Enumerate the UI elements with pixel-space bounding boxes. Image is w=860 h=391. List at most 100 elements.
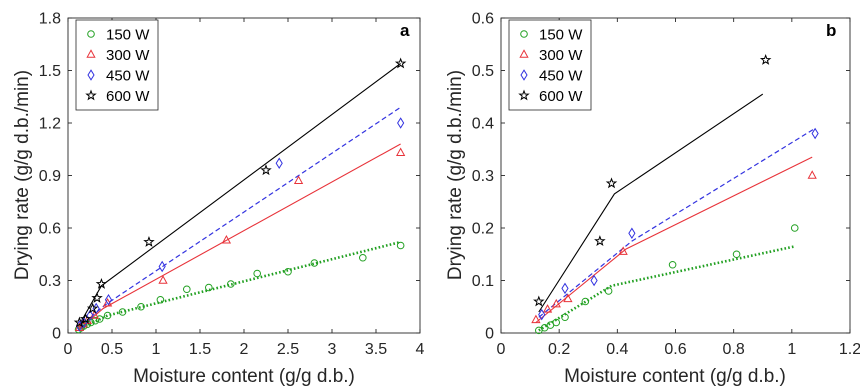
data-point-450w [811, 127, 819, 140]
data-point-150w [156, 295, 165, 304]
legend-marker [86, 49, 96, 58]
data-point-150w [227, 280, 235, 288]
data-point-300w [807, 170, 817, 179]
legend-marker [518, 89, 530, 101]
series-line-450w [78, 106, 401, 329]
data-point-300w [158, 275, 168, 284]
y-axis-title-b: Drying rate (g/g d.b./min) [445, 70, 466, 280]
y-tick-label: 1.2 [39, 116, 61, 133]
legend-label: 300 W [106, 47, 150, 64]
data-point-150w [95, 315, 104, 323]
y-tick-label: 0.9 [39, 168, 61, 185]
data-point-150w [668, 260, 677, 269]
y-axis-title-a: Drying rate (g/g d.b./min) [12, 70, 33, 280]
data-point-450w [275, 157, 283, 169]
legend-label: 600 W [106, 88, 150, 105]
legend-label: 150 W [539, 27, 583, 44]
data-point-600w [533, 295, 545, 307]
x-tick-label: 0.2 [548, 341, 570, 358]
legend-marker [85, 89, 97, 101]
data-point-300w [563, 293, 573, 303]
data-point-300w [531, 314, 541, 324]
data-point-150w [137, 302, 145, 311]
legend-label: 300 W [539, 47, 583, 64]
data-point-600w [95, 277, 108, 289]
data-point-150w [561, 313, 569, 322]
data-point-300w [221, 235, 232, 244]
legend-label: 450 W [106, 68, 150, 85]
panel-letter: b [826, 21, 836, 40]
data-point-600w [143, 235, 155, 247]
data-point-300w [542, 304, 553, 313]
legend-label: 600 W [539, 88, 583, 105]
data-point-150w [359, 253, 367, 262]
legend-box [508, 19, 592, 111]
x-tick-label: 2 [240, 341, 249, 358]
data-point-600w [605, 177, 618, 189]
x-axis-title-a: Moisture content (g/g d.b.) [133, 366, 355, 387]
data-point-450w [397, 117, 405, 129]
data-point-600w [759, 53, 772, 65]
y-tick-label: 1.5 [39, 63, 61, 80]
legend-marker [87, 30, 95, 38]
x-tick-label: 0.8 [723, 341, 745, 358]
data-point-600w [79, 312, 92, 324]
data-point-300w [293, 175, 304, 185]
panel-a: 0 0.5 1 1.5 2 2.5 3 3.5 4 0 0.3 0.6 0.9 1.2 1.5 1.8 150 … [39, 11, 425, 359]
x-tick-label: 0.4 [606, 341, 628, 358]
y-tick-label: 0 [52, 326, 61, 343]
x-tick-label: 0.6 [664, 341, 686, 358]
y-tick-label: 0.6 [39, 221, 61, 238]
data-point-600w [394, 57, 407, 69]
legend-box [75, 19, 159, 111]
data-point-300w [551, 298, 561, 308]
data-point-150w [103, 311, 112, 320]
data-point-150w [205, 283, 213, 292]
data-point-450w [590, 274, 598, 287]
y-tick-label: 0.3 [472, 168, 494, 185]
data-point-150w [732, 250, 741, 259]
data-point-450w [628, 227, 636, 239]
series-line-150w [538, 245, 795, 332]
y-tick-label: 0.6 [472, 11, 494, 28]
y-tick-label: 0.1 [472, 273, 494, 290]
data-point-450w [158, 260, 166, 273]
x-tick-label: 0 [64, 341, 73, 358]
data-point-150w [253, 269, 262, 278]
x-tick-label: 1.2 [839, 341, 860, 358]
x-axis-title-b: Moisture content (g/g d.b.) [564, 366, 786, 387]
y-tick-label: 0.3 [39, 273, 61, 290]
series-line-600w [538, 93, 764, 313]
series-line-450w [538, 127, 816, 318]
data-point-600w [73, 316, 86, 328]
data-point-150w [284, 267, 292, 276]
x-tick-label: 1 [152, 341, 161, 358]
x-tick-label: 2.5 [277, 341, 299, 358]
data-point-300w [618, 246, 628, 255]
data-point-300w [395, 147, 406, 157]
data-point-150w [396, 241, 405, 250]
data-point-150w [790, 224, 799, 232]
panel-b: 0 0.2 0.4 0.6 0.8 1 1.2 0 0.1 0.2 0.3 0.4 0.5 0.6 150 … [472, 11, 860, 359]
data-point-150w [310, 259, 319, 267]
y-tick-label: 0.4 [472, 116, 494, 133]
data-point-450w [86, 309, 94, 322]
y-tick-label: 0.5 [472, 63, 494, 80]
series-line-150w [78, 240, 401, 331]
data-point-150w [91, 316, 100, 325]
panel-letter: a [400, 21, 410, 40]
series-line-300w [78, 143, 401, 330]
data-point-600w [91, 291, 103, 303]
data-point-150w [604, 287, 613, 295]
data-point-150w [581, 297, 590, 306]
x-tick-label: 0 [497, 341, 506, 358]
x-tick-label: 1.5 [189, 341, 211, 358]
legend-marker [87, 69, 95, 81]
y-tick-label: 1.8 [39, 11, 61, 28]
x-tick-label: 3 [328, 341, 337, 358]
data-point-600w [594, 235, 606, 247]
legend-marker [519, 49, 529, 58]
y-tick-label: 0.2 [472, 221, 494, 238]
legend-marker [520, 69, 528, 81]
